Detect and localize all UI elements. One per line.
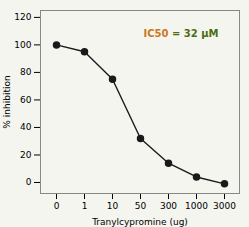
svg-text:20: 20: [20, 150, 32, 160]
svg-text:0: 0: [26, 177, 32, 187]
svg-text:3000: 3000: [213, 201, 236, 211]
svg-text:100: 100: [14, 40, 31, 50]
svg-text:50: 50: [135, 201, 147, 211]
svg-text:60: 60: [20, 95, 32, 105]
svg-text:1000: 1000: [185, 201, 208, 211]
svg-text:80: 80: [20, 67, 32, 77]
svg-text:120: 120: [14, 12, 31, 22]
svg-text:10: 10: [107, 201, 119, 211]
svg-text:IC50 = 32 μM: IC50 = 32 μM: [143, 28, 218, 39]
svg-text:Tranylcypromine (ug): Tranylcypromine (ug): [91, 217, 188, 227]
svg-text:0: 0: [54, 201, 60, 211]
svg-text:% inhibition: % inhibition: [2, 75, 12, 128]
svg-text:40: 40: [20, 122, 32, 132]
svg-text:300: 300: [160, 201, 177, 211]
svg-text:1: 1: [82, 201, 88, 211]
